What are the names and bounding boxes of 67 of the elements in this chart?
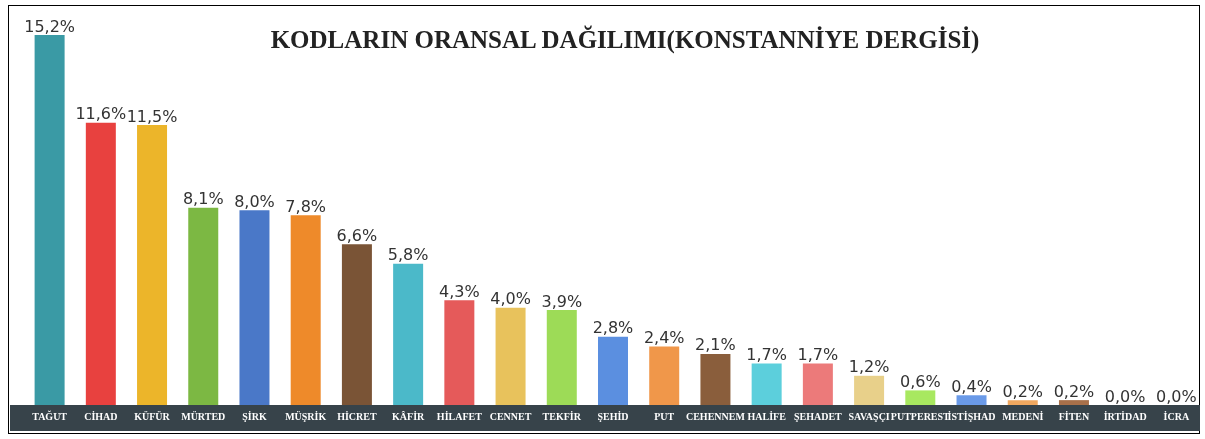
data-label: 0,0% [1104, 386, 1146, 406]
bar [85, 122, 116, 405]
bar [1058, 400, 1089, 405]
x-tick-label: İRTİDAD [1103, 410, 1147, 422]
data-label: 1,7% [746, 345, 787, 365]
bar [290, 215, 321, 405]
x-tick-label: HİCRET [337, 410, 377, 422]
chart-title: KODLARIN ORANSAL DAĞILIMI(KONSTANNİYE DERGİSİ) [270, 25, 980, 54]
x-tick-label: ŞEHİD [597, 410, 629, 422]
x-tick-label: CİHAD [84, 410, 118, 422]
bar [700, 353, 731, 405]
bar [495, 307, 526, 405]
data-label: 4,3% [439, 281, 480, 301]
data-label: 15,2% [24, 16, 76, 36]
data-label: 8,1% [182, 189, 224, 209]
bar [1007, 400, 1038, 405]
x-tick-label: TAĞUT [32, 409, 68, 422]
data-label: 2,8% [592, 318, 634, 338]
data-label: 1,7% [797, 345, 839, 365]
data-label: 1,2% [848, 357, 890, 377]
x-tick-label: MEDENİ [1002, 410, 1044, 422]
x-tick-label: ŞEHADET [793, 410, 843, 422]
x-tick-label: KÂFİR [392, 410, 426, 422]
data-label: 4,0% [490, 289, 531, 309]
data-label: 2,4% [643, 328, 685, 348]
data-label: 2,1% [695, 335, 736, 355]
x-tick-label: İCRA [1163, 410, 1190, 422]
bar [393, 263, 424, 405]
bar [188, 207, 219, 405]
bar [598, 336, 628, 405]
x-tick-label: MÜŞRİK [285, 409, 327, 422]
data-label: 0,2% [1053, 381, 1095, 401]
x-tick-label: KÜFÜR [134, 409, 171, 422]
x-tick-label: HALİFE [747, 410, 787, 422]
data-label: 6,6% [336, 225, 378, 245]
x-tick-label: TEKFİR [542, 410, 582, 422]
data-label: 0,0% [1156, 386, 1197, 406]
x-tick-label: PUT [654, 410, 675, 422]
x-tick-label: MÜRTED [181, 409, 226, 422]
x-tick-label: CEHENNEM [685, 410, 746, 422]
bar [905, 390, 936, 405]
x-tick-label: FİTEN [1058, 410, 1091, 422]
bar [751, 363, 782, 405]
data-label: 11,6% [75, 104, 127, 124]
data-label: 0,4% [951, 376, 992, 396]
data-label: 8,0% [234, 191, 275, 211]
bar [546, 310, 577, 405]
bar [802, 363, 833, 405]
bar [956, 395, 987, 405]
bar [239, 210, 270, 405]
x-tick-label: CENNET [489, 410, 532, 422]
x-tick-label: ŞİRK [242, 410, 267, 422]
bar [444, 300, 475, 405]
data-label: 0,2% [1002, 381, 1044, 401]
data-label: 0,6% [899, 371, 941, 391]
data-label: 3,9% [541, 291, 583, 311]
data-label: 11,5% [126, 106, 178, 126]
data-label: 7,8% [285, 196, 327, 216]
bar [137, 125, 168, 405]
bar [34, 35, 65, 405]
bar [341, 244, 372, 405]
bar [649, 346, 680, 405]
data-label: 5,8% [387, 245, 429, 265]
x-tick-label: İSTİŞHAD [947, 410, 996, 422]
x-tick-label: HİLAFET [436, 410, 483, 422]
bar [854, 375, 885, 405]
x-tick-label: SAVAŞÇI [848, 410, 890, 422]
